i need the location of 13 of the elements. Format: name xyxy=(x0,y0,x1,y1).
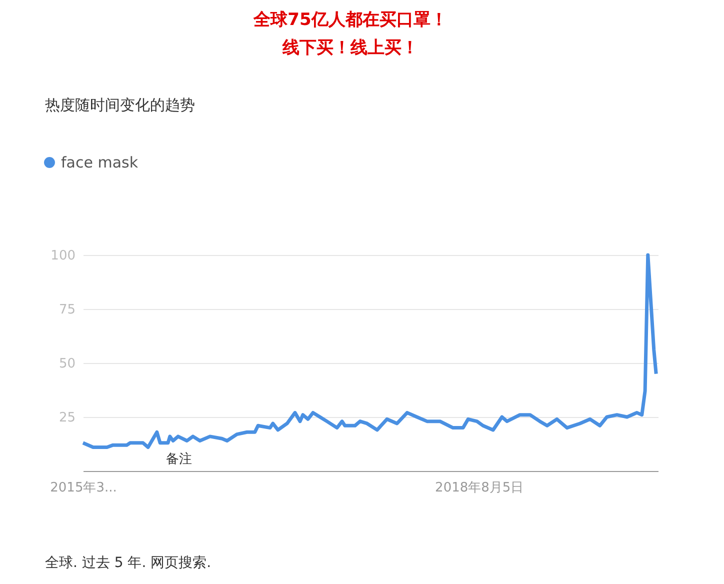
line-series xyxy=(81,253,658,449)
x-tick-label: 2015年3... xyxy=(50,480,117,496)
y-tick-label: 75 xyxy=(58,302,76,318)
chart-subtitle: 线下买！线上买！ xyxy=(282,38,418,58)
y-tick-label: 100 xyxy=(50,248,76,264)
y-tick-label: 50 xyxy=(58,356,76,372)
x-tick-label: 2018年8月5日 xyxy=(435,480,524,496)
text: 全球. 过去 5 年. 网页搜索. xyxy=(45,555,212,571)
text: 热度随时间变化的趋势 xyxy=(45,96,195,114)
annotation: 备注 xyxy=(166,452,192,467)
chart-title: 全球75亿人都在买口罩！ xyxy=(252,10,448,30)
legend-label: face mask xyxy=(61,154,138,172)
y-tick-label: 25 xyxy=(58,410,76,426)
